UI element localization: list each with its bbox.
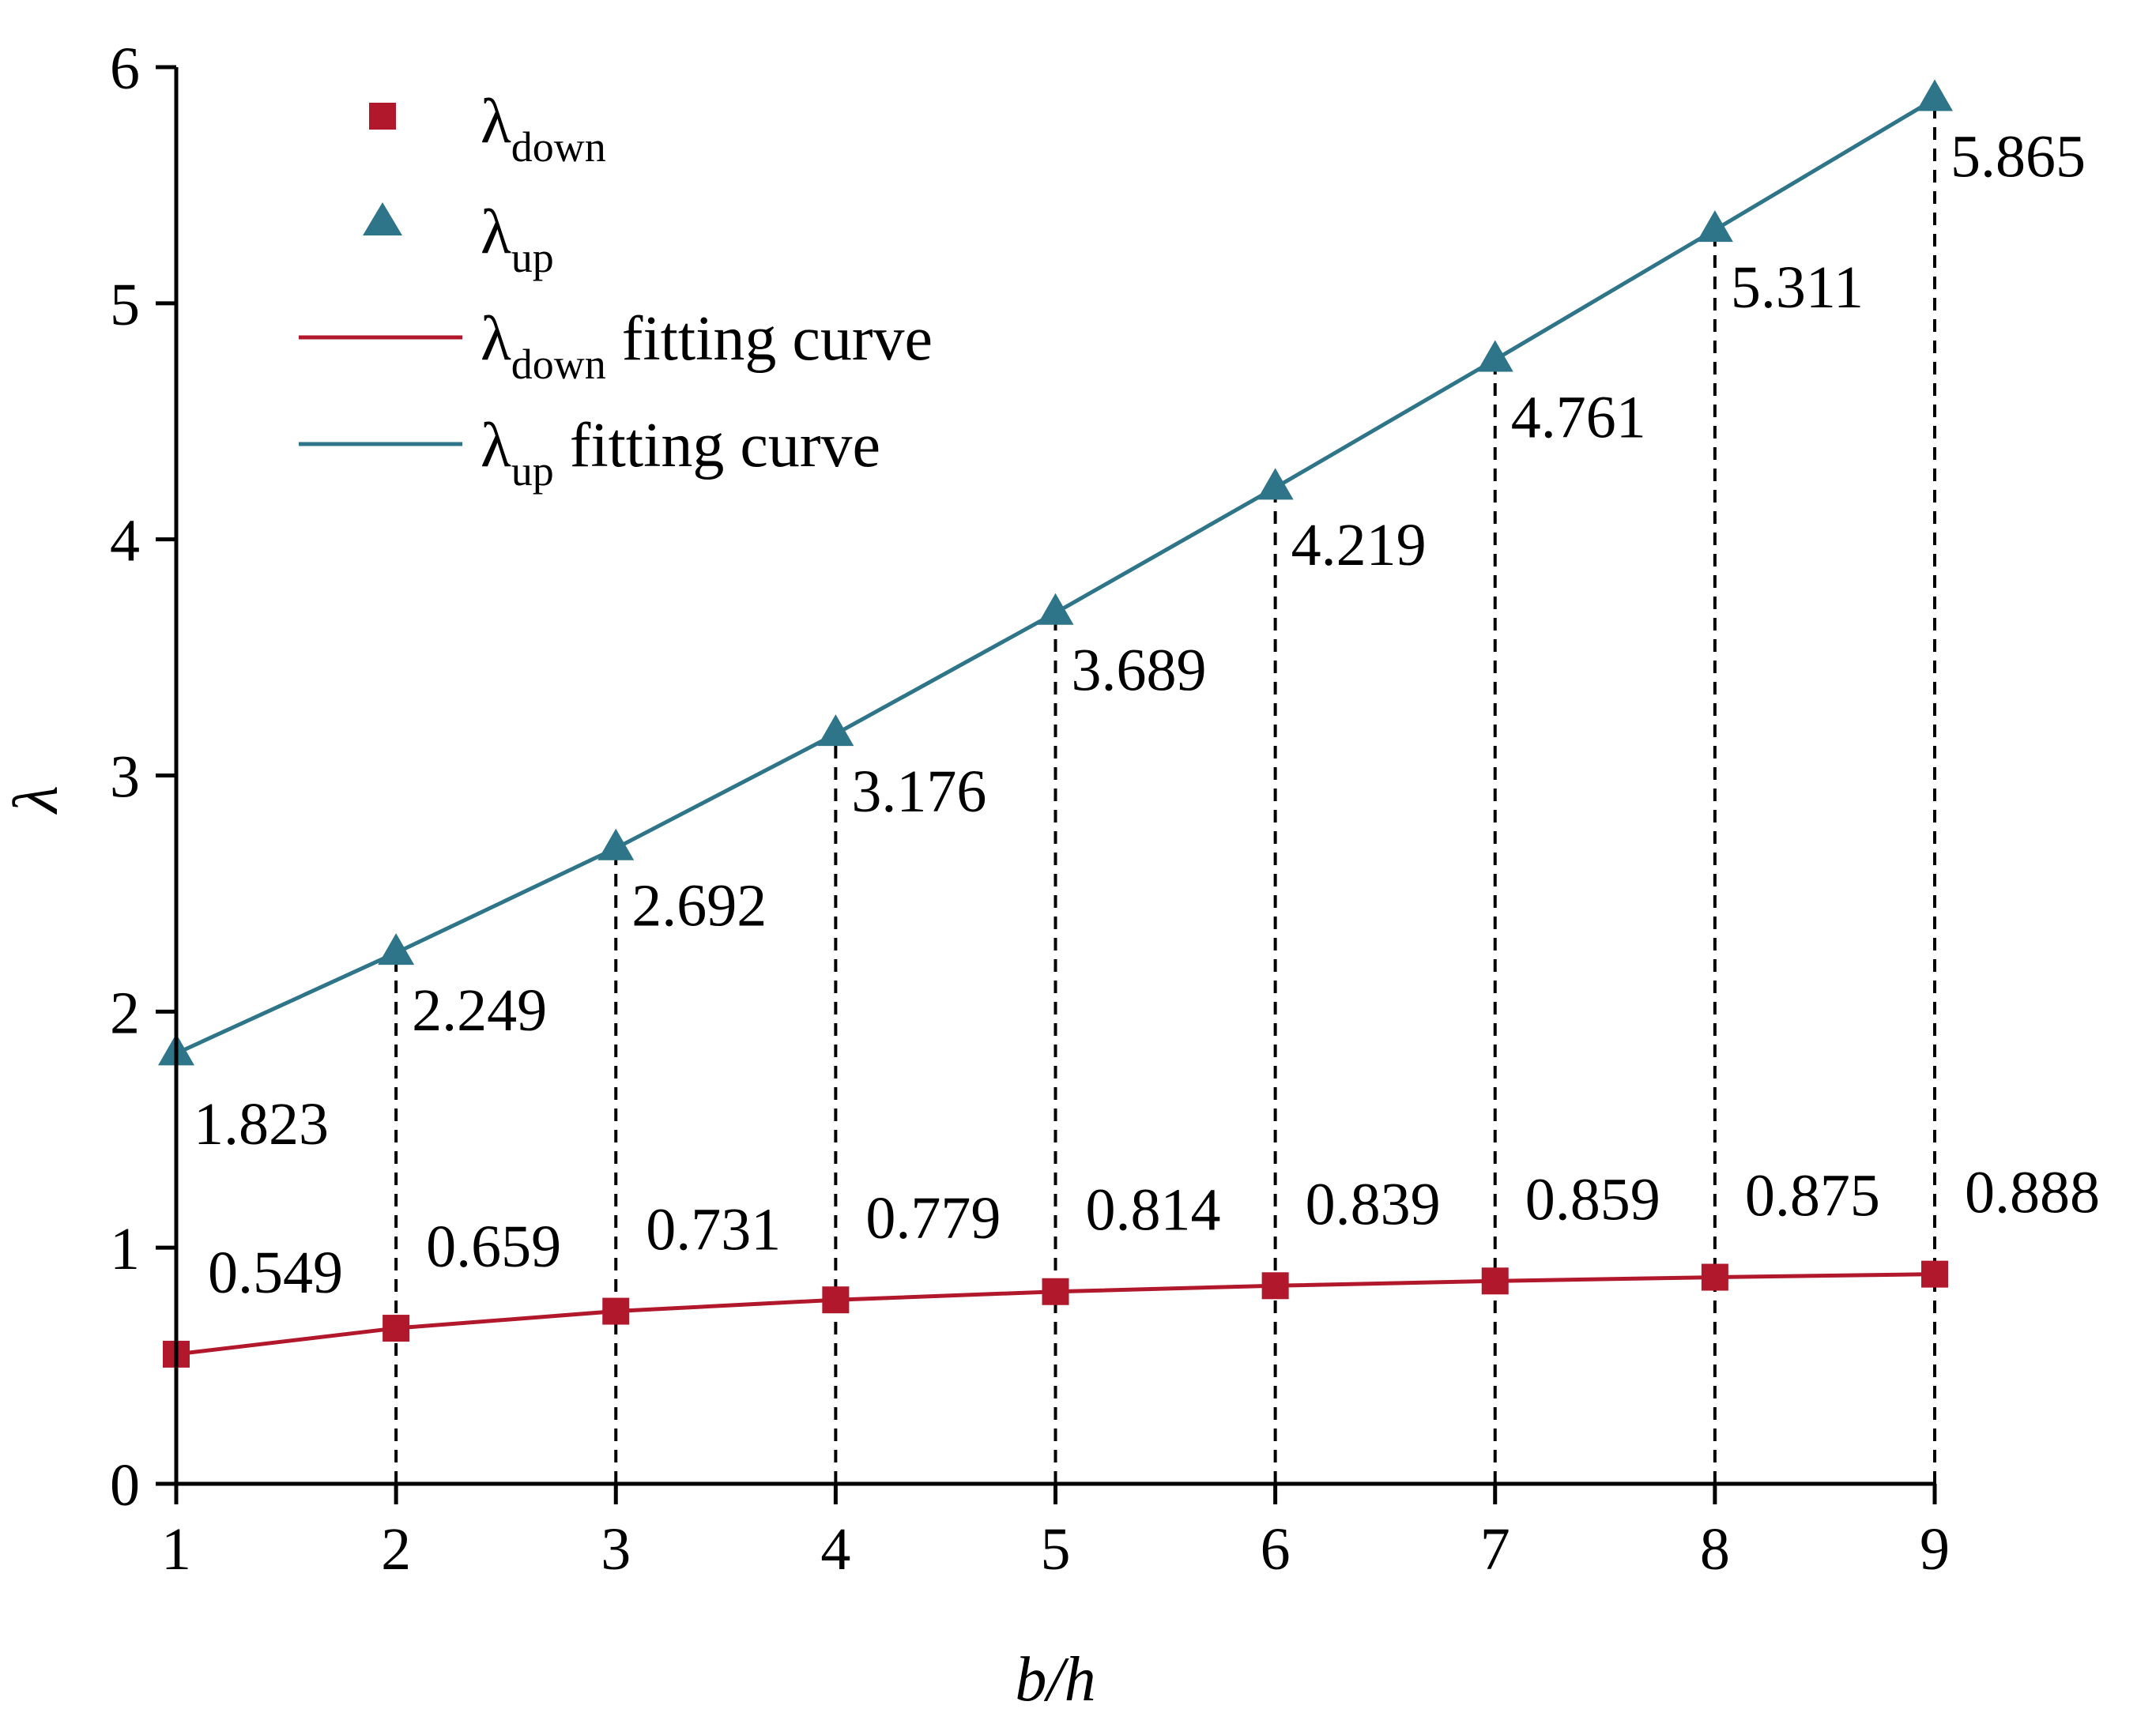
x-tick-label: 3 [601, 1516, 631, 1583]
down-marker [1042, 1278, 1069, 1305]
down-value-label: 0.839 [1306, 1171, 1441, 1237]
up-marker [1257, 468, 1294, 500]
y-tick-label: 0 [110, 1452, 140, 1519]
down-value-label: 0.888 [1965, 1160, 2100, 1226]
guide-lines [394, 99, 1936, 1484]
legend-label: λdown fitting curve [481, 304, 933, 388]
up-fitting-curve [175, 97, 1936, 1056]
up-marker [597, 828, 635, 860]
y-tick-label: 4 [110, 508, 140, 574]
y-tick-label: 3 [110, 744, 140, 811]
down-value-label: 0.731 [646, 1197, 781, 1263]
up-marker [1696, 210, 1733, 243]
down-marker [602, 1297, 630, 1325]
legend-label: λdown [481, 87, 606, 171]
legend-suffix: fitting curve [554, 411, 880, 480]
up-value-label: 4.219 [1291, 512, 1427, 578]
x-tick-label: 6 [1261, 1516, 1291, 1583]
legend-subscript: down [511, 123, 606, 171]
x-tick-label: 8 [1700, 1516, 1730, 1583]
up-value-label: 5.311 [1731, 254, 1864, 321]
up-marker [817, 714, 854, 747]
up-marker [1476, 340, 1513, 372]
down-value-label: 0.859 [1525, 1166, 1660, 1233]
up-value-label: 3.689 [1072, 638, 1207, 704]
down-value-label: 0.875 [1745, 1163, 1880, 1229]
legend-symbol: λ [481, 87, 511, 156]
down-marker [1701, 1263, 1728, 1291]
x-tick-label: 2 [381, 1516, 411, 1583]
legend-subscript: down [511, 341, 606, 388]
down-value-label: 0.779 [865, 1185, 1001, 1252]
down-value-label: 0.549 [208, 1240, 343, 1306]
x-tick-label: 1 [161, 1516, 191, 1583]
up-marker [1037, 593, 1074, 625]
legend-label: λup fitting curve [481, 411, 880, 495]
up-marker [1917, 79, 1953, 111]
legend-suffix: fitting curve [606, 304, 933, 374]
up-value-label: 3.176 [851, 758, 986, 825]
up-value-label: 2.692 [631, 873, 767, 939]
legend-subscript: up [511, 447, 554, 495]
legend-symbol: λ [481, 198, 511, 267]
down-marker [1261, 1272, 1289, 1300]
legend-subscript: up [511, 234, 554, 281]
data-markers [158, 79, 1953, 1368]
up-marker [378, 933, 415, 966]
y-axis-title: λ [2, 785, 71, 815]
legend-square-marker [369, 103, 396, 130]
up-value-label: 5.865 [1951, 123, 2086, 190]
down-marker [1481, 1267, 1509, 1295]
y-tick-label: 5 [110, 272, 140, 338]
down-marker [822, 1286, 850, 1314]
y-tick-label: 6 [110, 36, 140, 102]
down-value-label: 0.659 [426, 1214, 561, 1280]
x-axis-title: b/h [1015, 1645, 1095, 1715]
down-marker [1921, 1260, 1948, 1288]
data-labels: 0.549 1.823 0.659 2.249 0.731 2.692 0.779 3.176… [194, 123, 2100, 1306]
x-tick-label: 7 [1480, 1516, 1510, 1583]
x-tick-label: 9 [1920, 1516, 1950, 1583]
y-tick-label: 2 [110, 980, 140, 1046]
down-value-label: 0.814 [1086, 1177, 1221, 1244]
up-value-label: 1.823 [194, 1091, 329, 1157]
y-tick-label: 1 [110, 1216, 140, 1282]
x-tick-label: 5 [1041, 1516, 1071, 1583]
legend-symbol: λ [481, 411, 511, 480]
down-marker [383, 1315, 410, 1342]
legend-label: λup [481, 198, 554, 281]
legend-symbol: λ [481, 304, 511, 374]
x-tick-label: 4 [820, 1516, 850, 1583]
up-value-label: 4.761 [1511, 384, 1646, 450]
up-value-label: 2.249 [412, 977, 547, 1044]
legend-triangle-marker [363, 202, 402, 235]
